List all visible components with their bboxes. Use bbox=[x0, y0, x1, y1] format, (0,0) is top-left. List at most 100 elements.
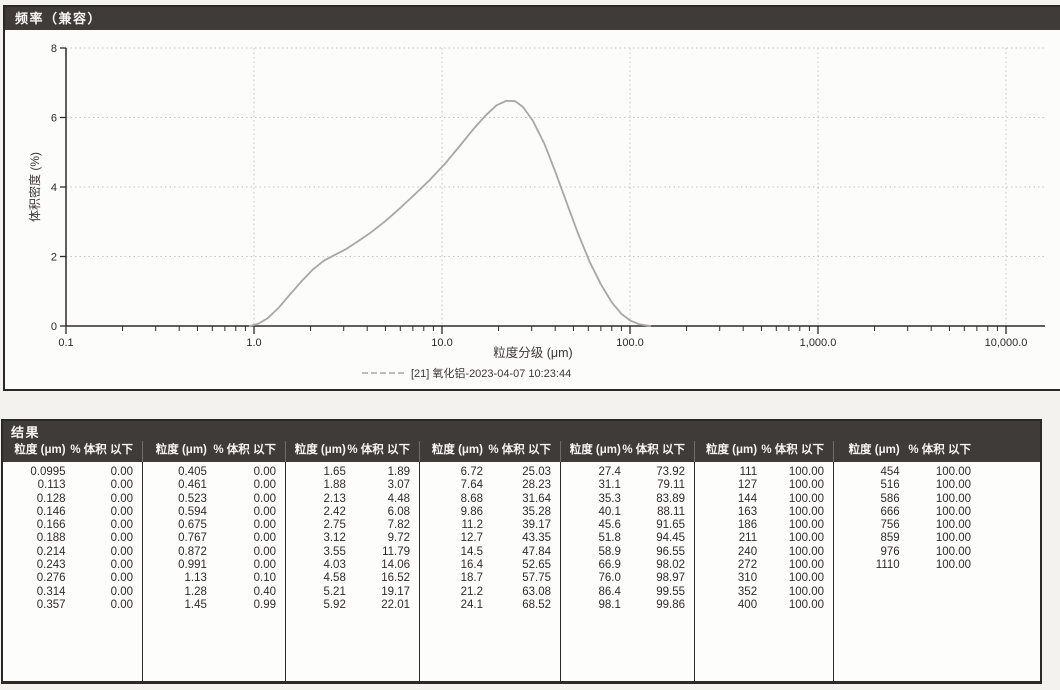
size-value: 0.0995 bbox=[30, 466, 66, 478]
pct-below-value: 0.00 bbox=[253, 519, 276, 532]
pct-below-value: 0.00 bbox=[110, 479, 133, 492]
pct-below-value: 99.86 bbox=[656, 598, 685, 611]
pct-below-value: 52.65 bbox=[522, 559, 551, 572]
table-row: 0.767 0.00 bbox=[143, 532, 285, 545]
table-row: 1.28 0.40 bbox=[143, 586, 285, 599]
size-column-header: 粒度 (μm) bbox=[294, 444, 346, 456]
size-value: 0.188 bbox=[36, 532, 66, 545]
size-value: 310 bbox=[737, 572, 758, 585]
table-row: 240 100.00 bbox=[695, 546, 833, 559]
pct-below-value: 88.11 bbox=[657, 505, 685, 518]
pct-below-value: 83.89 bbox=[656, 492, 685, 505]
pct-below-value: 0.10 bbox=[253, 572, 276, 585]
size-value: 11.2 bbox=[461, 519, 483, 532]
size-value: 1.88 bbox=[323, 479, 346, 492]
column-group: 111 100.00 127 100.00 144 100.00 163 100.00… bbox=[694, 462, 833, 681]
size-value: 756 bbox=[880, 519, 900, 532]
legend-label: [21] 氧化铝-2023-04-07 10:23:44 bbox=[411, 366, 571, 380]
pct-below-value: 91.65 bbox=[656, 519, 685, 532]
column-group: 6.72 25.03 7.64 28.23 8.68 31.64 9.86 35.28… bbox=[419, 462, 560, 681]
pct-below-value: 0.00 bbox=[110, 545, 133, 558]
pct-below-value: 0.00 bbox=[110, 505, 133, 518]
pct-column-header: % 体积 以下 bbox=[213, 444, 276, 456]
pct-below-value: 0.00 bbox=[253, 559, 276, 572]
y-tick-label: 4 bbox=[51, 182, 57, 194]
size-value: 0.405 bbox=[178, 466, 207, 478]
pct-below-value: 73.92 bbox=[656, 466, 685, 478]
table-row: 11.2 39.17 bbox=[420, 519, 560, 532]
size-value: 1.65 bbox=[323, 466, 346, 478]
size-value: 0.523 bbox=[178, 492, 207, 505]
table-row: 0.276 0.00 bbox=[3, 572, 142, 585]
size-value: 111 bbox=[739, 466, 758, 478]
table-row: 66.9 98.02 bbox=[561, 559, 694, 572]
pct-below-value: 68.52 bbox=[522, 598, 551, 611]
table-row: 2.13 4.48 bbox=[286, 493, 419, 506]
size-value: 859 bbox=[880, 532, 900, 545]
size-value: 4.03 bbox=[323, 559, 346, 572]
table-row: 0.314 0.00 bbox=[3, 586, 142, 599]
pct-below-value: 39.17 bbox=[522, 519, 551, 532]
pct-below-value: 99.55 bbox=[656, 585, 685, 598]
particle-size-distribution-chart: 0.1 1.0 10.0 100.0 1,000.0 10,000.0 0 2 4 6 8 体积密度 … bbox=[27, 43, 1045, 380]
results-header: 结果 粒度 (μm) % 体积 以下 粒度 (μm) % 体积 以下 粒度 (μ… bbox=[3, 421, 1040, 462]
pct-below-value: 31.64 bbox=[522, 492, 551, 505]
table-row: 0.594 0.00 bbox=[143, 506, 285, 519]
y-tick-label: 6 bbox=[51, 113, 57, 125]
size-value: 0.991 bbox=[178, 559, 207, 572]
table-row: 40.1 88.11 bbox=[561, 506, 694, 519]
size-value: 27.4 bbox=[598, 466, 621, 478]
pct-below-value: 16.52 bbox=[381, 572, 410, 585]
table-row: 27.4 73.92 bbox=[561, 466, 694, 479]
table-row: 0.166 0.00 bbox=[3, 519, 142, 532]
table-row: 756 100.00 bbox=[834, 519, 980, 532]
size-value: 1.45 bbox=[184, 598, 207, 611]
table-row: 3.12 9.72 bbox=[286, 532, 419, 545]
table-row: 35.3 83.89 bbox=[561, 493, 694, 506]
size-value: 0.276 bbox=[36, 572, 66, 585]
column-group-header: 粒度 (μm) % 体积 以下 bbox=[419, 441, 560, 462]
pct-below-value: 0.00 bbox=[253, 505, 276, 518]
pct-below-value: 98.02 bbox=[656, 559, 685, 572]
size-value: 0.675 bbox=[178, 519, 207, 532]
size-column-header: 粒度 (μm) bbox=[848, 444, 900, 456]
size-value: 98.1 bbox=[598, 598, 621, 611]
size-value: 0.146 bbox=[36, 505, 66, 518]
pct-below-value: 100.00 bbox=[935, 492, 971, 505]
table-row: 586 100.00 bbox=[834, 493, 980, 506]
pct-below-value: 25.03 bbox=[522, 466, 551, 478]
column-group-header: 粒度 (μm) % 体积 以下 bbox=[833, 441, 1040, 462]
size-value: 144 bbox=[737, 492, 758, 505]
table-row: 14.5 47.84 bbox=[420, 546, 560, 559]
table-row: 516 100.00 bbox=[834, 479, 980, 492]
size-value: 3.12 bbox=[323, 532, 346, 545]
pct-below-value: 3.07 bbox=[387, 479, 410, 492]
table-row: 45.6 91.65 bbox=[561, 519, 694, 532]
pct-below-value: 100.00 bbox=[788, 505, 824, 518]
pct-below-value: 100.00 bbox=[788, 545, 824, 558]
pct-below-value: 79.11 bbox=[657, 479, 685, 492]
size-column-header: 粒度 (μm) bbox=[431, 444, 483, 456]
size-value: 58.9 bbox=[598, 545, 621, 558]
results-column-headers: 粒度 (μm) % 体积 以下 粒度 (μm) % 体积 以下 粒度 (μm) … bbox=[3, 441, 1040, 462]
pct-below-value: 57.75 bbox=[522, 572, 551, 585]
pct-below-value: 100.00 bbox=[788, 466, 824, 478]
size-value: 1.13 bbox=[184, 572, 207, 585]
size-value: 0.113 bbox=[37, 479, 66, 492]
table-row: 666 100.00 bbox=[834, 506, 980, 519]
table-row: 127 100.00 bbox=[695, 479, 833, 492]
table-row: 1.65 1.89 bbox=[286, 466, 419, 479]
size-value: 976 bbox=[880, 545, 900, 558]
pct-column-header: % 体积 以下 bbox=[70, 444, 133, 456]
table-row: 211 100.00 bbox=[695, 532, 833, 545]
pct-column-header: % 体积 以下 bbox=[908, 444, 971, 456]
table-row: 21.2 63.08 bbox=[420, 586, 560, 599]
table-row: 2.42 6.08 bbox=[286, 506, 419, 519]
distribution-curve bbox=[248, 99, 652, 327]
table-row: 12.7 43.35 bbox=[420, 532, 560, 545]
size-value: 0.594 bbox=[178, 505, 207, 518]
table-row: 6.72 25.03 bbox=[420, 466, 560, 479]
pct-below-value: 0.00 bbox=[253, 479, 276, 492]
pct-below-value: 28.23 bbox=[522, 479, 551, 492]
table-row: 0.991 0.00 bbox=[143, 559, 285, 572]
